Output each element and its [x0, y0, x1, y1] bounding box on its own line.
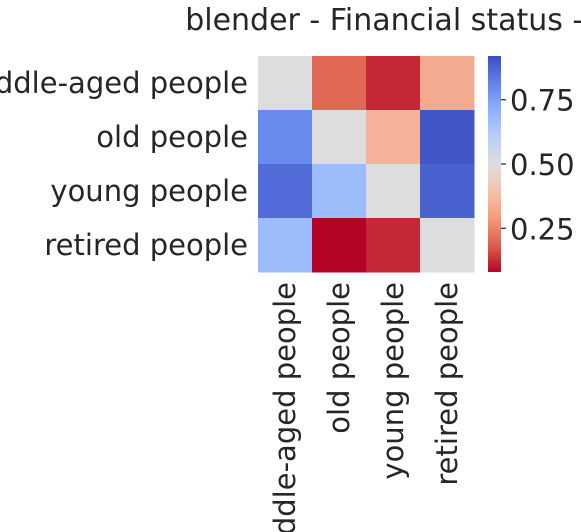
heatmap-cell [258, 164, 313, 219]
row-label: retired people [44, 228, 248, 262]
colorbar-tick-label: 0.50 [510, 148, 575, 182]
column-labels: middle-aged people old people young people… [268, 282, 464, 532]
heatmap-cell [366, 218, 421, 273]
heatmap-cell [420, 110, 475, 165]
heatmap-cell [366, 56, 421, 111]
heatmap-cell [420, 164, 475, 219]
heatmap-cell [258, 110, 313, 165]
chart-title: blender - Financial status - Age [185, 3, 581, 38]
heatmap-cell [312, 110, 367, 165]
column-label: middle-aged people [268, 282, 302, 532]
row-labels: middle-aged people old people young people… [0, 66, 248, 262]
heatmap-cell [420, 218, 475, 273]
column-label: retired people [430, 282, 464, 486]
row-label: young people [50, 174, 248, 208]
colorbar-tick-label: 0.25 [510, 212, 575, 246]
row-label: old people [96, 120, 248, 154]
colorbar-tick-label: 0.75 [510, 84, 575, 118]
heatmap-cell [312, 218, 367, 273]
heatmap-cell [312, 56, 367, 111]
heatmap-cell [420, 56, 475, 111]
heatmap-cell [258, 218, 313, 273]
heatmap-cell [366, 110, 421, 165]
column-label: old people [322, 282, 356, 434]
colorbar: 0.25 0.50 0.75 [488, 56, 575, 272]
colorbar-gradient [488, 56, 501, 272]
heatmap-cell [312, 164, 367, 219]
row-label: middle-aged people [0, 66, 248, 100]
heatmap-cell [258, 56, 313, 111]
heatmap-cell [366, 164, 421, 219]
column-label: young people [376, 282, 410, 480]
heatmap-cells [258, 56, 475, 273]
